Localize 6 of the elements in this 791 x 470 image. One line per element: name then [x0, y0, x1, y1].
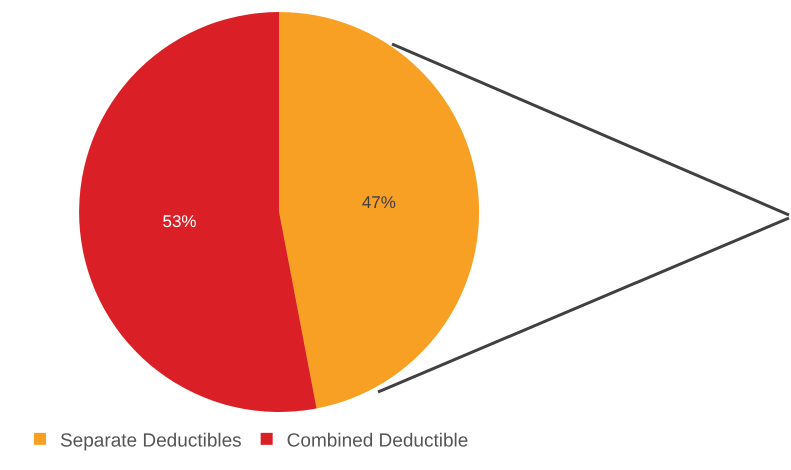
data-label: 53%: [162, 212, 197, 231]
legend-label: Separate Deductibles: [60, 430, 242, 452]
legend-label: Combined Deductible: [286, 430, 468, 452]
pie-slice: [279, 12, 480, 408]
pie-slice: [79, 12, 317, 412]
data-label: 47%: [362, 193, 396, 212]
